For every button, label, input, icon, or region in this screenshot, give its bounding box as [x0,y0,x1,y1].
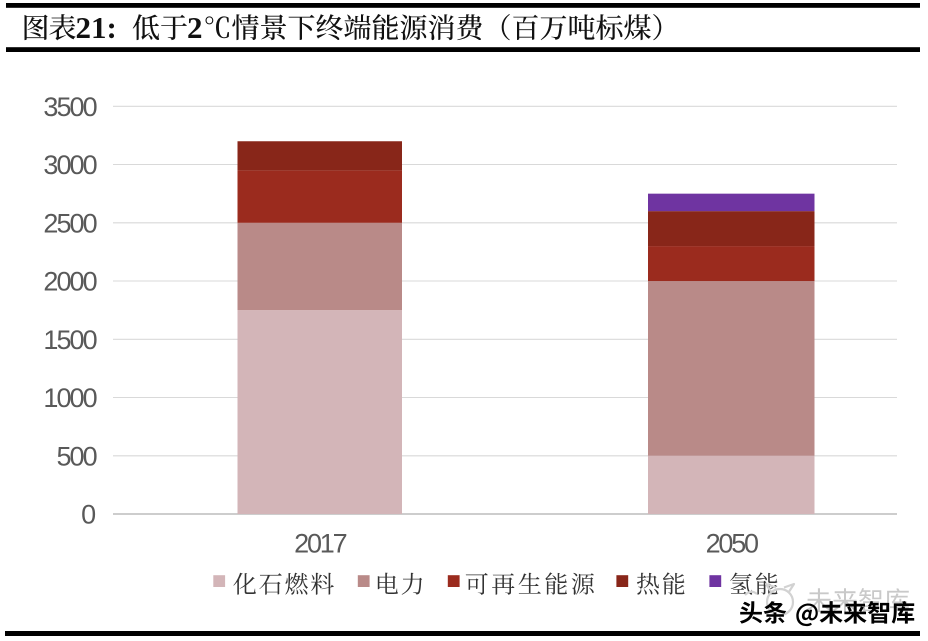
svg-text:2: 2 [187,10,203,45]
svg-text:1000: 1000 [43,383,96,413]
svg-text:1500: 1500 [43,325,96,355]
svg-text:2050: 2050 [706,528,758,558]
svg-text:21:: 21: [76,10,117,45]
svg-text:0: 0 [81,500,95,530]
svg-text:2000: 2000 [43,267,96,297]
svg-text:2017: 2017 [294,528,346,558]
svg-text:3000: 3000 [43,150,96,180]
svg-text:500: 500 [56,441,96,471]
svg-text:2500: 2500 [43,208,96,238]
svg-text:3500: 3500 [43,92,96,122]
